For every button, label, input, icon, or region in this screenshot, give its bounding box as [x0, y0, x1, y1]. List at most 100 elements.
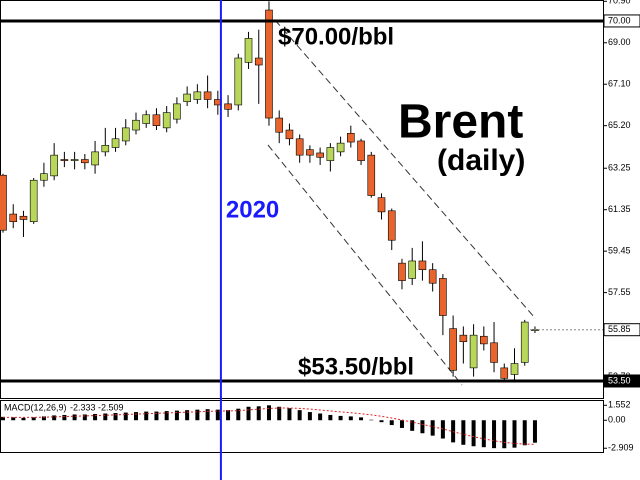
- macd-bar: [328, 414, 333, 421]
- macd-bar: [72, 414, 77, 421]
- macd-bar: [246, 406, 251, 421]
- candle-body: [357, 140, 365, 161]
- candle-body: [81, 159, 89, 164]
- candle-body: [173, 103, 181, 120]
- macd-bar: [185, 410, 190, 421]
- macd-bar: [11, 417, 16, 421]
- candle-body: [285, 129, 294, 140]
- candle-body: [398, 262, 406, 281]
- candle-body: [9, 213, 18, 222]
- macd-bar: [1, 416, 5, 421]
- macd-bar: [307, 412, 312, 421]
- macd-bar: [492, 420, 497, 449]
- macd-bar: [82, 414, 87, 421]
- macd-bar: [154, 411, 159, 421]
- macd-signal-value: -2.509: [98, 402, 124, 412]
- candle-body: [316, 152, 324, 158]
- y-tick-label: 65.20: [608, 120, 631, 130]
- macd-bar: [461, 420, 466, 445]
- macd-bar: [532, 420, 537, 443]
- chart-title: Brent: [398, 96, 523, 149]
- macd-frame: [0, 400, 604, 453]
- macd-bar: [195, 409, 200, 421]
- candle-body: [428, 269, 437, 284]
- candle-body: [254, 57, 263, 66]
- macd-bar: [512, 420, 517, 448]
- macd-tick-label: 0.00: [608, 415, 626, 425]
- macd-bar: [297, 410, 302, 421]
- channel-line: [267, 144, 463, 386]
- macd-tick-label: 1.552: [608, 400, 631, 410]
- candle-body: [101, 145, 110, 153]
- macd-bar: [62, 414, 67, 421]
- macd-bar: [338, 415, 343, 421]
- y-tick-label: 67.10: [608, 79, 631, 89]
- candle-body: [0, 174, 7, 231]
- chart-subtitle: (daily): [437, 144, 525, 177]
- candle-body: [142, 114, 151, 124]
- candle-body: [91, 151, 99, 166]
- candle-body: [500, 367, 509, 379]
- level-label: 70.00: [608, 15, 631, 25]
- y-tick-label: 59.45: [608, 246, 631, 256]
- y-tick-label: 61.35: [608, 204, 631, 214]
- year-label: 2020: [226, 196, 279, 223]
- macd-bar: [522, 420, 527, 446]
- candle-body: [459, 334, 468, 343]
- macd-bar: [266, 405, 271, 421]
- candle-body: [387, 210, 396, 241]
- macd-bar: [471, 420, 476, 447]
- macd-bar: [277, 406, 282, 421]
- candle-body: [408, 260, 417, 279]
- macd-bar: [144, 411, 149, 421]
- macd-bar: [502, 420, 507, 449]
- candle-body: [306, 149, 314, 156]
- candle-body: [490, 342, 498, 363]
- candle-body: [265, 9, 273, 119]
- macd-bar: [318, 413, 323, 421]
- macd-signal: [3, 407, 535, 445]
- candle-body: [347, 133, 355, 143]
- candle-body: [295, 138, 304, 156]
- candle-body: [275, 117, 284, 133]
- macd-bar: [236, 408, 241, 421]
- macd-bar: [256, 406, 261, 421]
- candle-body: [336, 142, 345, 153]
- macd-bar: [123, 412, 128, 421]
- candle-body: [29, 179, 38, 222]
- macd-bar: [103, 413, 108, 421]
- macd-bar: [31, 417, 36, 421]
- candle-body: [70, 159, 79, 161]
- macd-bar: [348, 416, 353, 421]
- candle-body: [367, 154, 376, 196]
- candle-body: [50, 154, 58, 177]
- candle-body: [111, 138, 120, 148]
- channel-line: [267, 11, 536, 319]
- macd-bar: [379, 420, 384, 423]
- candle-body: [326, 147, 335, 161]
- level-annotation: $70.00/bbl: [278, 23, 394, 50]
- candle-body: [203, 91, 212, 100]
- level-label: 53.50: [608, 375, 631, 385]
- candle-body: [183, 93, 191, 102]
- candle-body: [121, 127, 130, 142]
- macd-bar: [410, 420, 415, 431]
- macd-bar: [113, 413, 118, 421]
- candle-body: [224, 103, 232, 110]
- level-label-box: [603, 374, 640, 388]
- macd-bar: [164, 411, 169, 421]
- macd-tick-label: -2.909: [608, 443, 634, 453]
- candle-body: [234, 57, 243, 106]
- macd-bar: [41, 416, 46, 421]
- macd-bar: [399, 420, 404, 428]
- macd-bar: [359, 417, 364, 421]
- macd-bar: [21, 417, 26, 421]
- marks: [0, 1, 539, 449]
- y-tick-label: 69.00: [608, 37, 631, 47]
- macd-bar: [93, 413, 98, 421]
- macd-value: -2.333: [70, 402, 96, 412]
- candle-body: [19, 215, 28, 220]
- macd-bar: [205, 409, 210, 421]
- macd-bar: [389, 420, 394, 426]
